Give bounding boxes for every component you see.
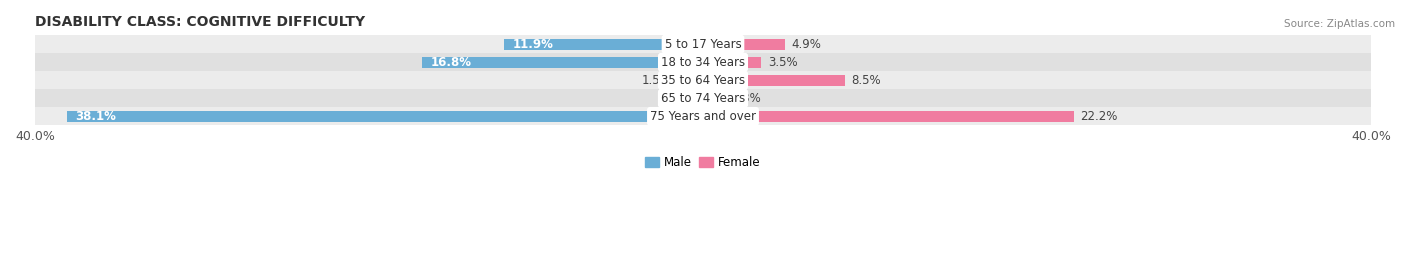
Text: 3.5%: 3.5%	[768, 56, 797, 69]
Text: 0.0%: 0.0%	[666, 92, 696, 105]
Legend: Male, Female: Male, Female	[641, 151, 765, 174]
Text: 4.9%: 4.9%	[792, 38, 821, 51]
Text: DISABILITY CLASS: COGNITIVE DIFFICULTY: DISABILITY CLASS: COGNITIVE DIFFICULTY	[35, 15, 366, 29]
Text: 75 Years and over: 75 Years and over	[650, 110, 756, 123]
Bar	[703, 111, 1074, 122]
Text: Source: ZipAtlas.com: Source: ZipAtlas.com	[1284, 19, 1395, 29]
Bar	[703, 93, 724, 104]
Text: 65 to 74 Years: 65 to 74 Years	[661, 92, 745, 105]
Text: 1.5%: 1.5%	[641, 74, 671, 87]
Bar	[35, 53, 1371, 71]
Bar	[66, 111, 703, 122]
Text: 1.3%: 1.3%	[731, 92, 761, 105]
Text: 16.8%: 16.8%	[430, 56, 472, 69]
Bar	[35, 35, 1371, 53]
Text: 38.1%: 38.1%	[75, 110, 115, 123]
Text: 5 to 17 Years: 5 to 17 Years	[665, 38, 741, 51]
Bar	[703, 75, 845, 86]
Bar	[505, 39, 703, 50]
Bar	[35, 71, 1371, 89]
Bar	[35, 107, 1371, 125]
Text: 35 to 64 Years: 35 to 64 Years	[661, 74, 745, 87]
Text: 18 to 34 Years: 18 to 34 Years	[661, 56, 745, 69]
Bar	[422, 57, 703, 68]
Bar	[703, 39, 785, 50]
Text: 22.2%: 22.2%	[1080, 110, 1118, 123]
Text: 11.9%: 11.9%	[513, 38, 554, 51]
Text: 8.5%: 8.5%	[852, 74, 882, 87]
Bar	[35, 89, 1371, 107]
Bar	[703, 57, 762, 68]
Bar	[678, 75, 703, 86]
